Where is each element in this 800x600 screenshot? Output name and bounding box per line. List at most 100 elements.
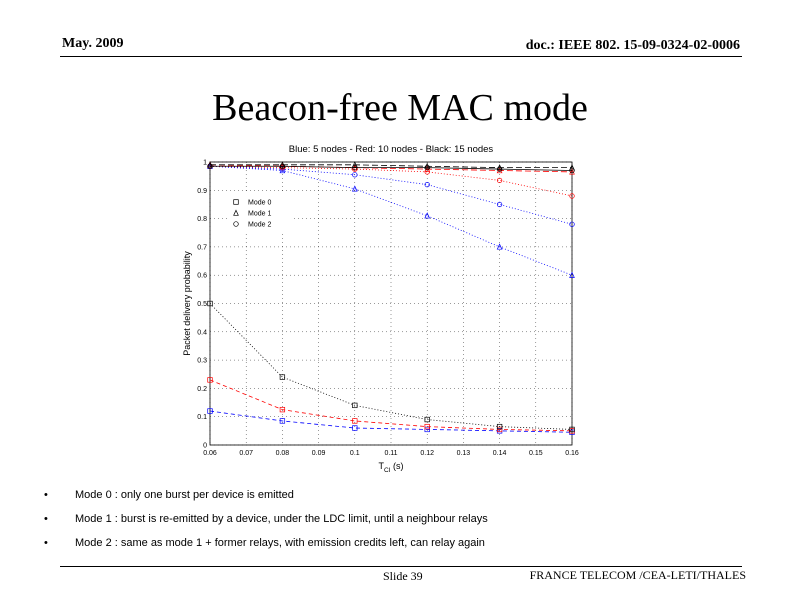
legend-marker <box>233 199 239 205</box>
data-point-5-nodes-mode-1 <box>279 166 286 174</box>
data-point-5-nodes-mode-2 <box>424 181 430 188</box>
data-point-15-nodes-mode-1 <box>424 162 431 169</box>
data-point-15-nodes-mode-1 <box>207 161 213 168</box>
header-rule <box>60 56 742 57</box>
chart-title: Blue: 5 nodes - Red: 10 nodes - Black: 1… <box>289 144 494 155</box>
legend-box <box>228 194 294 234</box>
footer-organization: FRANCE TELECOM /CEA-LETI/THALES <box>529 568 746 582</box>
data-point-15-nodes-mode-2 <box>424 165 430 171</box>
series-line-5-nodes-mode-0 <box>209 410 573 433</box>
data-point-10-nodes-mode-2 <box>352 166 358 172</box>
x-tick-label: 0.07 <box>239 450 253 457</box>
legend-label: Mode 2 <box>248 222 271 229</box>
x-tick-label: 0.13 <box>457 450 471 457</box>
data-point-15-nodes-mode-1 <box>569 164 575 171</box>
data-point-15-nodes-mode-1 <box>351 161 358 168</box>
data-point-15-nodes-mode-0 <box>279 374 286 380</box>
data-point-15-nodes-mode-0 <box>569 426 575 433</box>
data-point-15-nodes-mode-2 <box>207 163 213 169</box>
data-point-5-nodes-mode-2 <box>496 201 503 208</box>
y-tick-label: 0.2 <box>197 386 207 393</box>
footer-slide-number: Slide 39 <box>383 569 423 583</box>
bullet-mode-2: • Mode 2 : same as mode 1 + former relays… <box>44 534 764 558</box>
data-point-10-nodes-mode-0 <box>207 377 213 383</box>
y-tick-label: 0.8 <box>197 216 207 223</box>
y-tick-label: 0.5 <box>197 301 207 308</box>
y-tick-label: 0.3 <box>197 358 207 365</box>
series-line-15-nodes-mode-2 <box>210 165 573 171</box>
x-tick-label: 0.14 <box>493 450 507 457</box>
x-tick-label: 0.08 <box>276 450 290 457</box>
legend-label: Mode 1 <box>248 211 271 218</box>
x-tick-label: 0.12 <box>420 450 434 457</box>
data-point-5-nodes-mode-2 <box>279 166 286 172</box>
y-tick-label: 0.9 <box>197 188 207 195</box>
header-doc-id: doc.: IEEE 802. 15-09-0324-02-0006 <box>525 38 740 53</box>
data-point-5-nodes-mode-1 <box>351 185 358 192</box>
bullet-dot: • <box>44 537 48 549</box>
series-line-10-nodes-mode-1 <box>209 164 573 173</box>
y-tick-label: 0.1 <box>197 414 207 421</box>
legend-marker <box>233 221 239 227</box>
delivery-probability-chart: Blue: 5 nodes - Red: 10 nodes - Black: 1… <box>182 144 579 474</box>
series-line-15-nodes-mode-0 <box>209 303 573 430</box>
x-tick-label: 0.06 <box>203 450 217 457</box>
data-point-10-nodes-mode-2 <box>279 165 286 171</box>
y-tick-label: 0.4 <box>197 329 207 336</box>
legend-label: Mode 0 <box>248 200 271 207</box>
data-point-15-nodes-mode-1 <box>279 161 286 168</box>
data-point-15-nodes-mode-2 <box>352 165 358 171</box>
data-point-15-nodes-mode-2 <box>569 167 575 174</box>
series-line-5-nodes-mode-2 <box>209 165 573 225</box>
data-point-10-nodes-mode-0 <box>424 423 430 430</box>
slide-title: Beacon-free MAC mode <box>212 87 588 129</box>
data-point-15-nodes-mode-0 <box>352 402 358 409</box>
data-point-15-nodes-mode-2 <box>496 166 503 172</box>
data-point-5-nodes-mode-1 <box>496 243 503 250</box>
data-point-15-nodes-mode-2 <box>279 163 286 169</box>
data-point-15-nodes-mode-0 <box>496 423 503 430</box>
chart-container: Blue: 5 nodes - Red: 10 nodes - Black: 1… <box>170 138 590 483</box>
series-line-10-nodes-mode-2 <box>209 165 573 197</box>
bullet-text: Mode 1 : burst is re-emitted by a device… <box>75 513 488 525</box>
data-point-15-nodes-mode-0 <box>207 300 213 307</box>
header-date: May. 2009 <box>62 36 124 51</box>
bullet-mode-1: • Mode 1 : burst is re-emitted by a devic… <box>44 510 764 534</box>
series-line-10-nodes-mode-0 <box>209 379 573 432</box>
data-point-5-nodes-mode-1 <box>424 212 431 219</box>
footer-rule <box>60 566 742 567</box>
x-tick-label: 0.15 <box>529 450 543 457</box>
data-point-5-nodes-mode-1 <box>569 271 575 278</box>
legend-marker <box>233 209 239 216</box>
y-axis-label: Packet delivery probability <box>182 251 192 356</box>
data-point-15-nodes-mode-0 <box>424 416 430 423</box>
bullet-text: Mode 0 : only one burst per device is em… <box>75 489 294 501</box>
series-line-15-nodes-mode-1 <box>210 164 572 169</box>
data-point-10-nodes-mode-1 <box>569 168 575 175</box>
y-tick-label: 0 <box>203 443 207 450</box>
data-point-10-nodes-mode-0 <box>279 406 286 413</box>
x-axis-label: TCI (s) <box>379 461 404 474</box>
y-tick-label: 0.6 <box>197 273 207 280</box>
bullet-text: Mode 2 : same as mode 1 + former relays,… <box>75 537 485 549</box>
bullet-dot: • <box>44 489 48 501</box>
data-point-10-nodes-mode-2 <box>496 177 503 184</box>
data-point-5-nodes-mode-2 <box>352 172 358 178</box>
bullet-dot: • <box>44 513 48 525</box>
series-line-5-nodes-mode-1 <box>209 165 573 276</box>
x-tick-label: 0.1 <box>350 450 360 457</box>
data-point-15-nodes-mode-1 <box>496 164 503 171</box>
x-tick-label: 0.16 <box>565 450 579 457</box>
y-tick-label: 1 <box>203 160 207 167</box>
data-point-5-nodes-mode-0 <box>207 408 213 414</box>
x-tick-label: 0.11 <box>384 450 397 457</box>
data-point-5-nodes-mode-2 <box>569 221 575 227</box>
data-point-10-nodes-mode-2 <box>569 193 575 199</box>
data-point-5-nodes-mode-0 <box>352 425 358 431</box>
bullet-mode-0: • Mode 0 : only one burst per device is e… <box>44 486 764 510</box>
data-point-5-nodes-mode-0 <box>424 426 430 433</box>
data-point-10-nodes-mode-2 <box>424 169 430 175</box>
x-tick-label: 0.09 <box>312 450 326 457</box>
data-point-10-nodes-mode-0 <box>352 418 358 424</box>
bullet-list: • Mode 0 : only one burst per device is e… <box>44 486 764 558</box>
